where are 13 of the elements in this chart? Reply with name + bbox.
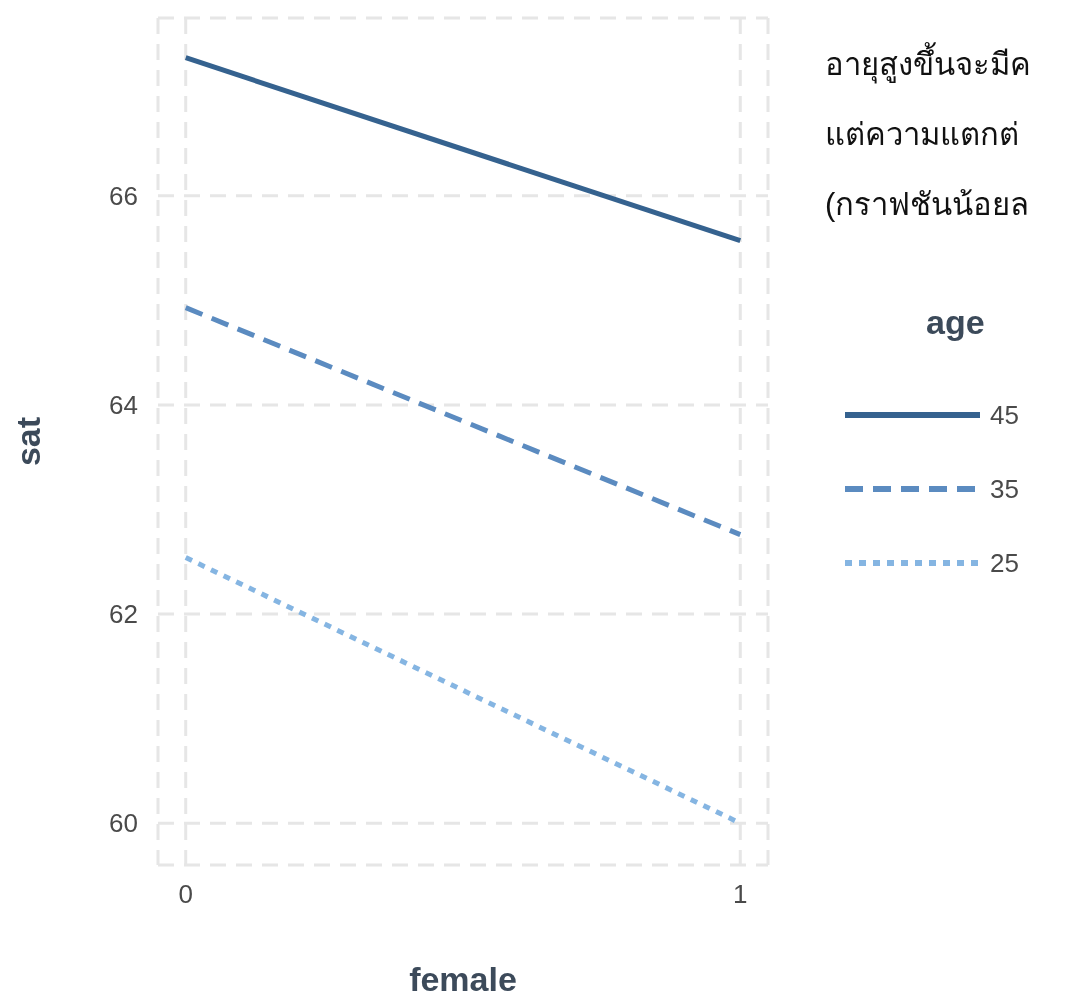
x-tick-label: 1 — [733, 879, 748, 910]
y-tick-label: 62 — [109, 599, 138, 630]
text: 45 — [990, 399, 1019, 431]
y-tick-label: 66 — [109, 181, 138, 211]
text: อายุสูงขึ้นจะมีค แต่ความแตกต่ (กราฟชันน้อยล — [825, 41, 1031, 224]
y-tick-label: 60 — [109, 808, 138, 839]
y-tick-label: 64 — [109, 390, 138, 421]
legend-title: age — [926, 303, 986, 342]
y-axis-title: sat — [9, 416, 48, 467]
text: 25 — [990, 547, 1019, 579]
x-axis-title: female — [409, 960, 517, 998]
text: 35 — [990, 473, 1019, 505]
x-tick-label: 0 — [178, 879, 193, 910]
